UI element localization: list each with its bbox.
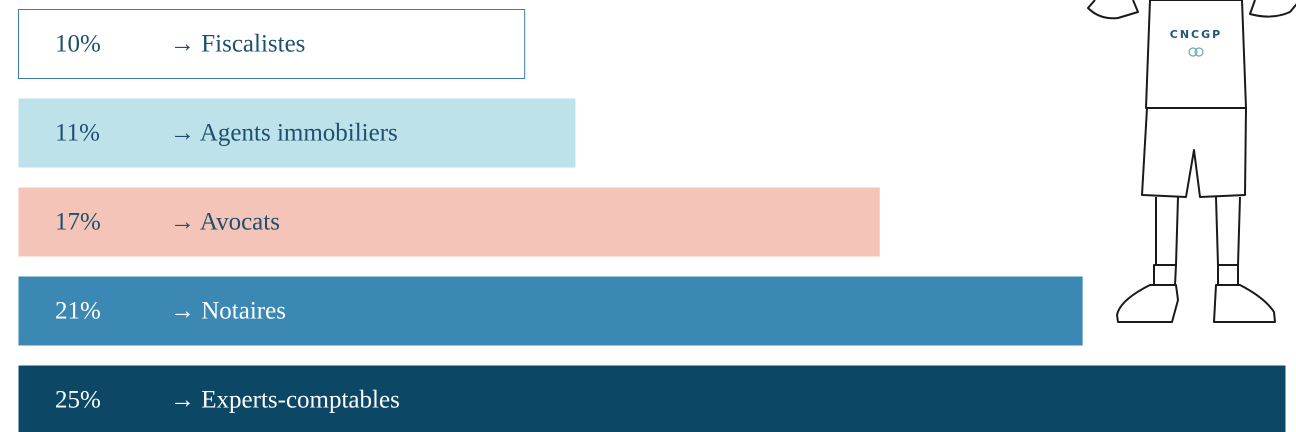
character-illustration: CNCGP	[1087, 0, 1296, 323]
category-label: → Notaires	[170, 298, 286, 325]
bars: 10% → Fiscalistes 11% → Agents immobiliers 1…	[18, 9, 1286, 432]
category-label: → Experts-comptables	[170, 387, 400, 414]
value-label: 10%	[55, 31, 101, 58]
value-label: 21%	[55, 298, 101, 325]
value-label: 17%	[55, 209, 101, 236]
bar	[18, 365, 1286, 432]
shirt-logo: CNCGP	[1170, 28, 1222, 41]
value-label: 25%	[55, 387, 101, 414]
bar	[18, 9, 526, 79]
value-label: 11%	[55, 120, 100, 147]
category-label: → Fiscalistes	[170, 31, 305, 58]
bar	[18, 98, 576, 168]
bar	[18, 187, 880, 257]
bar	[18, 276, 1083, 346]
category-label: → Avocats	[170, 209, 280, 236]
category-label: → Agents immobiliers	[170, 120, 398, 147]
